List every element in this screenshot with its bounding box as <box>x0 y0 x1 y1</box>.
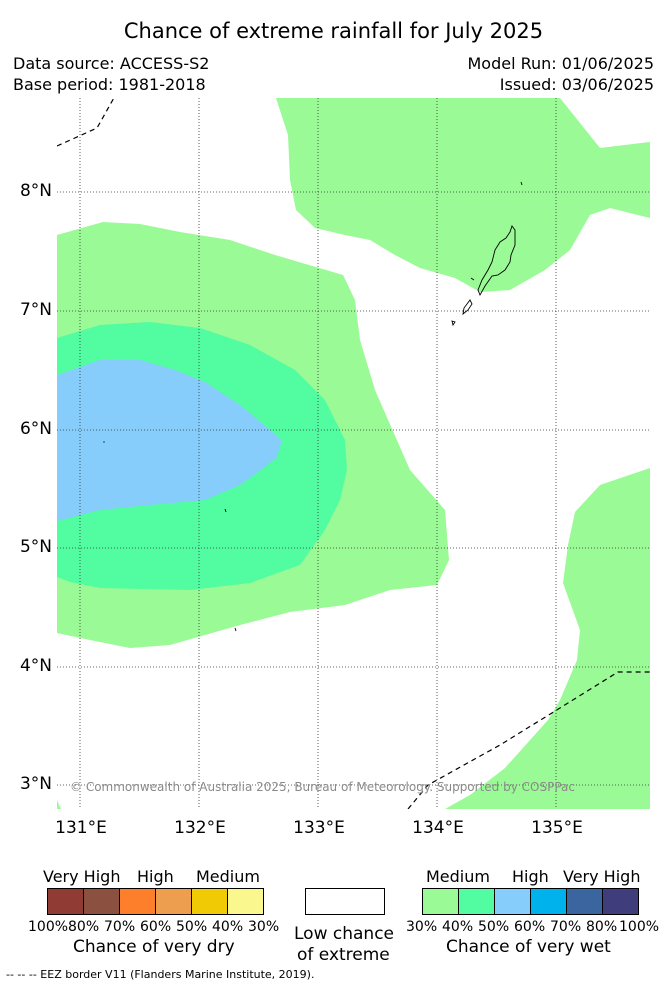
dry-pct-100: 100% <box>28 919 69 935</box>
lat-tick-6n: 6°N <box>19 419 52 439</box>
dry-category-very-high: Very High <box>43 867 121 886</box>
wet-swatch-1 <box>422 888 459 915</box>
wet-pct-50: 50% <box>478 919 510 935</box>
dry-category-medium: Medium <box>196 867 260 886</box>
wet-30-40-zone-northeast <box>276 98 650 292</box>
dry-category-high: High <box>137 867 174 886</box>
lat-tick-7n: 7°N <box>19 300 52 320</box>
low-caption-line1: Low chance <box>294 924 394 944</box>
dry-swatch-6 <box>227 888 264 915</box>
wet-50-60-zone <box>57 360 282 521</box>
wet-pct-70: 70% <box>550 919 582 935</box>
wet-category-very-high: Very High <box>563 867 641 886</box>
wet-pct-30: 30% <box>406 919 438 935</box>
dry-pct-70: 70% <box>104 919 136 935</box>
lon-tick-131: 131°E <box>55 818 107 838</box>
wet-30-40-zone-southeast <box>445 468 650 809</box>
model-run-label: Model Run: 01/06/2025 <box>467 54 655 73</box>
dry-swatch-3 <box>119 888 156 915</box>
lat-tick-4n: 4°N <box>19 656 52 676</box>
dry-pct-30: 30% <box>248 919 280 935</box>
wet-caption: Chance of very wet <box>446 937 611 957</box>
dry-swatch-5 <box>191 888 228 915</box>
wet-category-high: High <box>512 867 549 886</box>
lat-tick-5n: 5°N <box>19 537 52 557</box>
wet-swatch-3 <box>494 888 531 915</box>
wet-pct-100: 100% <box>619 919 660 935</box>
eez-border <box>57 98 650 809</box>
copyright-notice: © Commonwealth of Australia 2025, Bureau… <box>70 780 575 794</box>
wet-swatch-6 <box>602 888 639 915</box>
wet-pct-60: 60% <box>514 919 546 935</box>
wet-pct-40: 40% <box>442 919 474 935</box>
data-source-label: Data source: ACCESS-S2 <box>13 54 210 73</box>
palau-islands <box>224 181 523 632</box>
wet-swatch-2 <box>458 888 495 915</box>
lon-tick-132: 132°E <box>174 818 226 838</box>
lat-tick-8n: 8°N <box>19 181 52 201</box>
wet-category-medium: Medium <box>426 867 490 886</box>
base-period-label: Base period: 1981-2018 <box>13 75 206 94</box>
dry-swatch-1 <box>47 888 84 915</box>
wet-swatch-5 <box>566 888 603 915</box>
wet-30-40-zone-corner <box>57 800 61 809</box>
lon-tick-134: 134°E <box>412 818 464 838</box>
dry-swatch-2 <box>83 888 120 915</box>
lon-tick-135: 135°E <box>531 818 583 838</box>
lon-tick-133: 133°E <box>293 818 345 838</box>
lat-tick-3n: 3°N <box>19 774 52 794</box>
issued-label: Issued: 03/06/2025 <box>499 75 654 94</box>
map-title: Chance of extreme rainfall for July 2025 <box>123 19 544 43</box>
wet-pct-80: 80% <box>586 919 618 935</box>
dry-pct-60: 60% <box>140 919 172 935</box>
low-chance-swatch <box>305 888 385 915</box>
dry-caption: Chance of very dry <box>73 937 235 957</box>
wet-swatch-4 <box>530 888 567 915</box>
dry-pct-80: 80% <box>68 919 100 935</box>
low-caption-line2: of extreme <box>297 945 390 965</box>
dry-pct-40: 40% <box>212 919 244 935</box>
dry-swatch-4 <box>155 888 192 915</box>
dry-pct-50: 50% <box>176 919 208 935</box>
eez-footnote: -- -- -- EEZ border V11 (Flanders Marine… <box>6 968 315 981</box>
islet-marker <box>103 441 105 443</box>
